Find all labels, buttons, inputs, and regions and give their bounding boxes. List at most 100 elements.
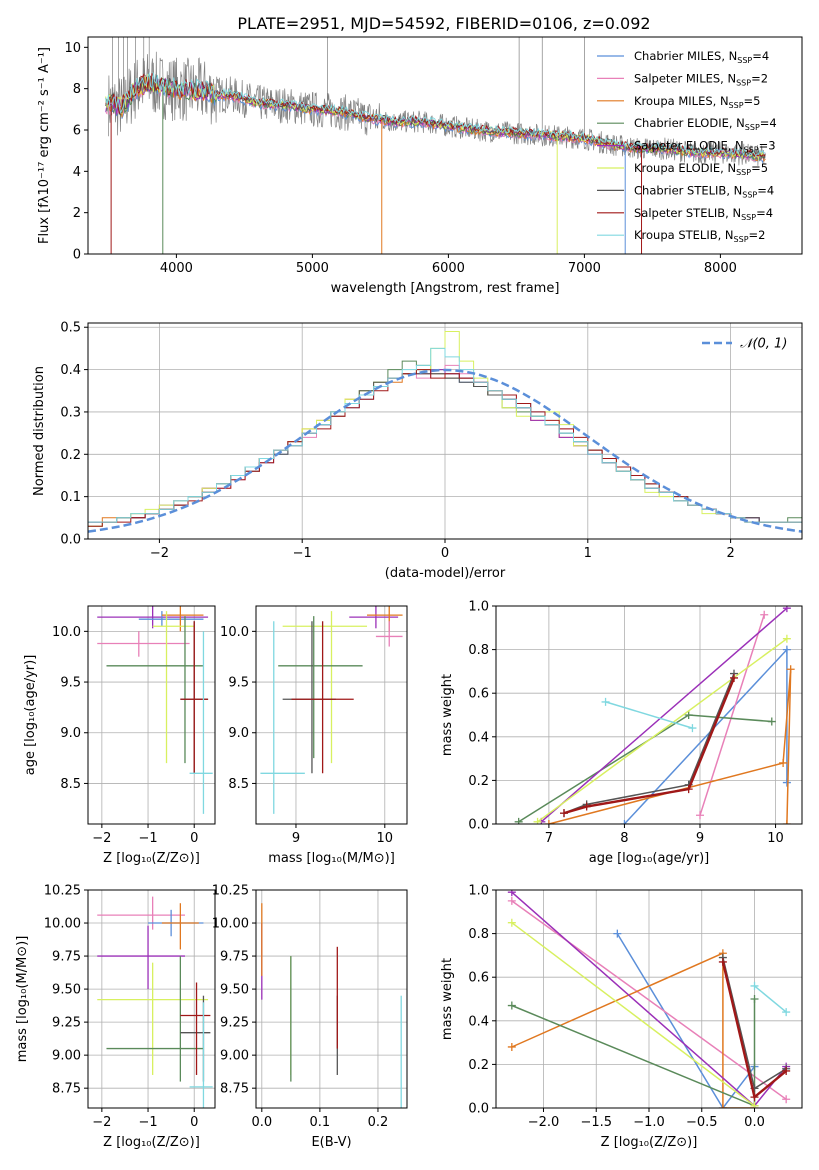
legend-subscript: SSP [734, 235, 749, 244]
legend-count: =4 [760, 116, 777, 130]
weight-marker [688, 724, 697, 733]
x-tick-label: −2 [150, 546, 169, 561]
axes-frame [87, 322, 803, 540]
y-tick-label: 0.8 [468, 927, 489, 942]
y-tick-label: 0.4 [60, 363, 81, 378]
y-tick-label: 0.4 [468, 730, 489, 745]
y-tick-label: 8.75 [220, 1082, 249, 1097]
y-tick-label: 9.00 [52, 1049, 81, 1064]
legend-label: Salpeter ELODIE, NSSP=3 [634, 139, 776, 155]
weight-line [616, 933, 756, 1108]
legend-count: =5 [751, 161, 768, 175]
legend-subscript: SSP [745, 123, 760, 132]
weight-marker [760, 610, 769, 619]
x-axis-label: Z [log₁₀(Z/Z⊙)] [601, 1135, 698, 1150]
weight-marker [601, 697, 610, 706]
y-tick-label: 10.25 [212, 884, 249, 899]
y-tick-label: 8.5 [228, 777, 249, 792]
weight-marker [750, 1101, 759, 1108]
x-axis-label: (data-model)/error [385, 566, 506, 581]
x-tick-label: 10 [767, 831, 784, 846]
y-tick-label: 9.50 [220, 983, 249, 998]
y-tick-label: 9.25 [52, 1016, 81, 1031]
x-axis-label: mass [log₁₀(M/M⊙)] [268, 851, 395, 866]
x-tick-label: −1 [138, 831, 157, 846]
x-tick-label: −1 [138, 1115, 157, 1130]
x-axis-label: age [log₁₀(age/yr)] [589, 851, 710, 866]
axes-frame [495, 889, 803, 1109]
weight-marker [544, 820, 553, 824]
weight-line [511, 922, 755, 1107]
weight-marker [786, 665, 795, 674]
x-tick-label: 10 [377, 831, 394, 846]
plot-area [496, 890, 802, 1108]
weight-marker [684, 711, 693, 719]
weight-marker [718, 1104, 727, 1108]
weight-marker [560, 809, 568, 818]
x-tick-label: −2 [92, 1115, 111, 1130]
x-tick-label: 2 [726, 546, 734, 561]
y-tick-label: 10.00 [44, 917, 81, 932]
y-tick-label: 0.6 [468, 687, 489, 702]
x-tick-label: −1.5 [580, 1115, 612, 1130]
legend-subscript: SSP [744, 146, 759, 155]
model-curve [105, 72, 766, 157]
legend-count: =4 [757, 183, 774, 197]
weight-marker [782, 1008, 791, 1017]
x-tick-label: 8000 [704, 261, 737, 276]
weight-line [605, 701, 693, 729]
y-tick-label: 9.75 [52, 950, 81, 965]
y-tick-label: 4 [73, 165, 81, 180]
weight-line [511, 900, 787, 1100]
weight-line [511, 952, 755, 1108]
legend-label: Salpeter MILES, NSSP=2 [634, 71, 768, 87]
y-axis-label: Normed distribution [32, 366, 47, 496]
y-tick-label: 0.2 [60, 448, 81, 463]
legend-label: Salpeter STELIB, NSSP=4 [634, 206, 773, 222]
y-axis-label: Flux [fλ10⁻¹⁷ erg cm⁻² s⁻¹ A⁻¹] [37, 47, 52, 244]
x-tick-label: −2.0 [528, 1115, 560, 1130]
y-tick-label: 1.0 [468, 600, 489, 615]
x-tick-label: 1 [584, 546, 592, 561]
legend-subscript: SSP [737, 56, 752, 65]
legend-label: Kroupa ELODIE, NSSP=5 [634, 161, 768, 177]
y-tick-label: 0.5 [60, 321, 81, 336]
y-tick-label: 10.00 [212, 917, 249, 932]
weight-line [699, 614, 765, 816]
weight-marker [507, 1042, 516, 1051]
x-tick-label: 0.1 [310, 1115, 331, 1130]
weight-marker [750, 1093, 759, 1102]
x-tick-label: −0.5 [686, 1115, 718, 1130]
y-tick-label: 0.6 [468, 971, 489, 986]
y-tick-label: 0.0 [60, 533, 81, 548]
x-axis-label: wavelength [Angstrom, rest frame] [331, 281, 560, 296]
legend-count: =2 [749, 228, 766, 242]
y-tick-label: 0.0 [468, 1102, 489, 1117]
weight-marker [782, 778, 791, 787]
panel-7: 0.0 0.1 0.2 8.75 9.00 9.25 9.50 9.75 10.00 10.25 E… [212, 884, 408, 1150]
weight-marker [782, 606, 791, 613]
y-tick-label: 0 [73, 248, 81, 263]
y-tick-label: 9.00 [220, 1049, 249, 1064]
panel-8: −2.0 −1.5 −1.0 −0.5 0.0 0.0 0.2 0.4 0.6 0.8 1.0 Z [… [440, 884, 803, 1150]
y-tick-label: 2 [73, 206, 81, 221]
weight-marker [514, 817, 523, 824]
weight-marker [582, 802, 591, 811]
observed-spectrum [108, 51, 765, 166]
plot-area [105, 37, 766, 254]
y-axis-label: age [log₁₀(age/yr)] [23, 655, 38, 776]
weight-marker [750, 981, 759, 990]
weight-line [537, 638, 788, 823]
y-tick-label: 6 [73, 124, 81, 139]
weight-marker [507, 896, 516, 905]
weight-marker [507, 918, 516, 927]
x-tick-label: 0 [190, 1115, 198, 1130]
legend-subscript: SSP [742, 190, 757, 199]
legend-label: 𝒩(0, 1) [740, 337, 787, 352]
x-tick-label: 0 [441, 546, 449, 561]
weight-line [563, 677, 736, 815]
legend-subscript: SSP [736, 78, 751, 87]
panel-5: 7 8 9 10 0.0 0.2 0.4 0.6 0.8 1.0 age [log₁₀(age/yr… [440, 600, 803, 866]
y-tick-label: 9.0 [228, 726, 249, 741]
